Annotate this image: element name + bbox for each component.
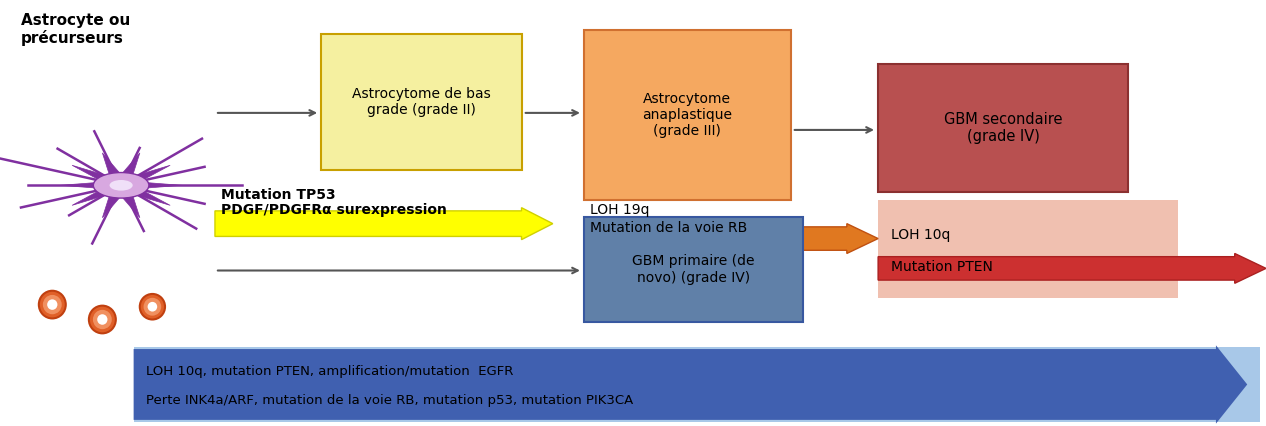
Text: Mutation TP53: Mutation TP53 bbox=[222, 188, 335, 202]
PathPatch shape bbox=[61, 153, 182, 218]
FancyBboxPatch shape bbox=[322, 34, 522, 170]
FancyArrow shape bbox=[879, 253, 1266, 283]
Ellipse shape bbox=[92, 310, 111, 329]
Text: LOH 10q, mutation PTEN, amplification/mutation  EGFR: LOH 10q, mutation PTEN, amplification/mu… bbox=[146, 365, 514, 377]
Ellipse shape bbox=[89, 306, 115, 333]
Text: LOH 19q: LOH 19q bbox=[590, 204, 649, 217]
FancyBboxPatch shape bbox=[134, 347, 1260, 422]
Ellipse shape bbox=[39, 291, 66, 319]
FancyArrow shape bbox=[134, 345, 1247, 423]
FancyArrow shape bbox=[584, 224, 879, 253]
Text: GBM secondaire
(grade IV): GBM secondaire (grade IV) bbox=[944, 112, 1062, 144]
Ellipse shape bbox=[43, 295, 62, 314]
Text: Mutation de la voie RB: Mutation de la voie RB bbox=[590, 221, 748, 235]
Ellipse shape bbox=[148, 302, 157, 311]
Ellipse shape bbox=[97, 314, 108, 325]
FancyBboxPatch shape bbox=[584, 30, 790, 200]
FancyBboxPatch shape bbox=[879, 64, 1128, 192]
Text: LOH 10q: LOH 10q bbox=[890, 227, 950, 242]
Text: Astrocytome
anaplastique
(grade III): Astrocytome anaplastique (grade III) bbox=[642, 92, 732, 138]
Ellipse shape bbox=[143, 298, 161, 316]
Ellipse shape bbox=[94, 173, 149, 198]
FancyBboxPatch shape bbox=[879, 200, 1179, 298]
Ellipse shape bbox=[47, 299, 57, 310]
Text: Perte INK4a/ARF, mutation de la voie RB, mutation p53, mutation PIK3CA: Perte INK4a/ARF, mutation de la voie RB,… bbox=[146, 394, 633, 407]
Ellipse shape bbox=[139, 294, 165, 320]
Text: Mutation PTEN: Mutation PTEN bbox=[890, 260, 993, 274]
Text: PDGF/PDGFRα surexpression: PDGF/PDGFRα surexpression bbox=[222, 203, 447, 217]
FancyArrow shape bbox=[215, 208, 553, 239]
Text: Astrocyte ou
précurseurs: Astrocyte ou précurseurs bbox=[22, 13, 130, 46]
Ellipse shape bbox=[110, 180, 133, 191]
FancyBboxPatch shape bbox=[584, 217, 803, 322]
Text: GBM primaire (de
novo) (grade IV): GBM primaire (de novo) (grade IV) bbox=[632, 254, 755, 285]
Text: Astrocytome de bas
grade (grade II): Astrocytome de bas grade (grade II) bbox=[352, 87, 491, 117]
